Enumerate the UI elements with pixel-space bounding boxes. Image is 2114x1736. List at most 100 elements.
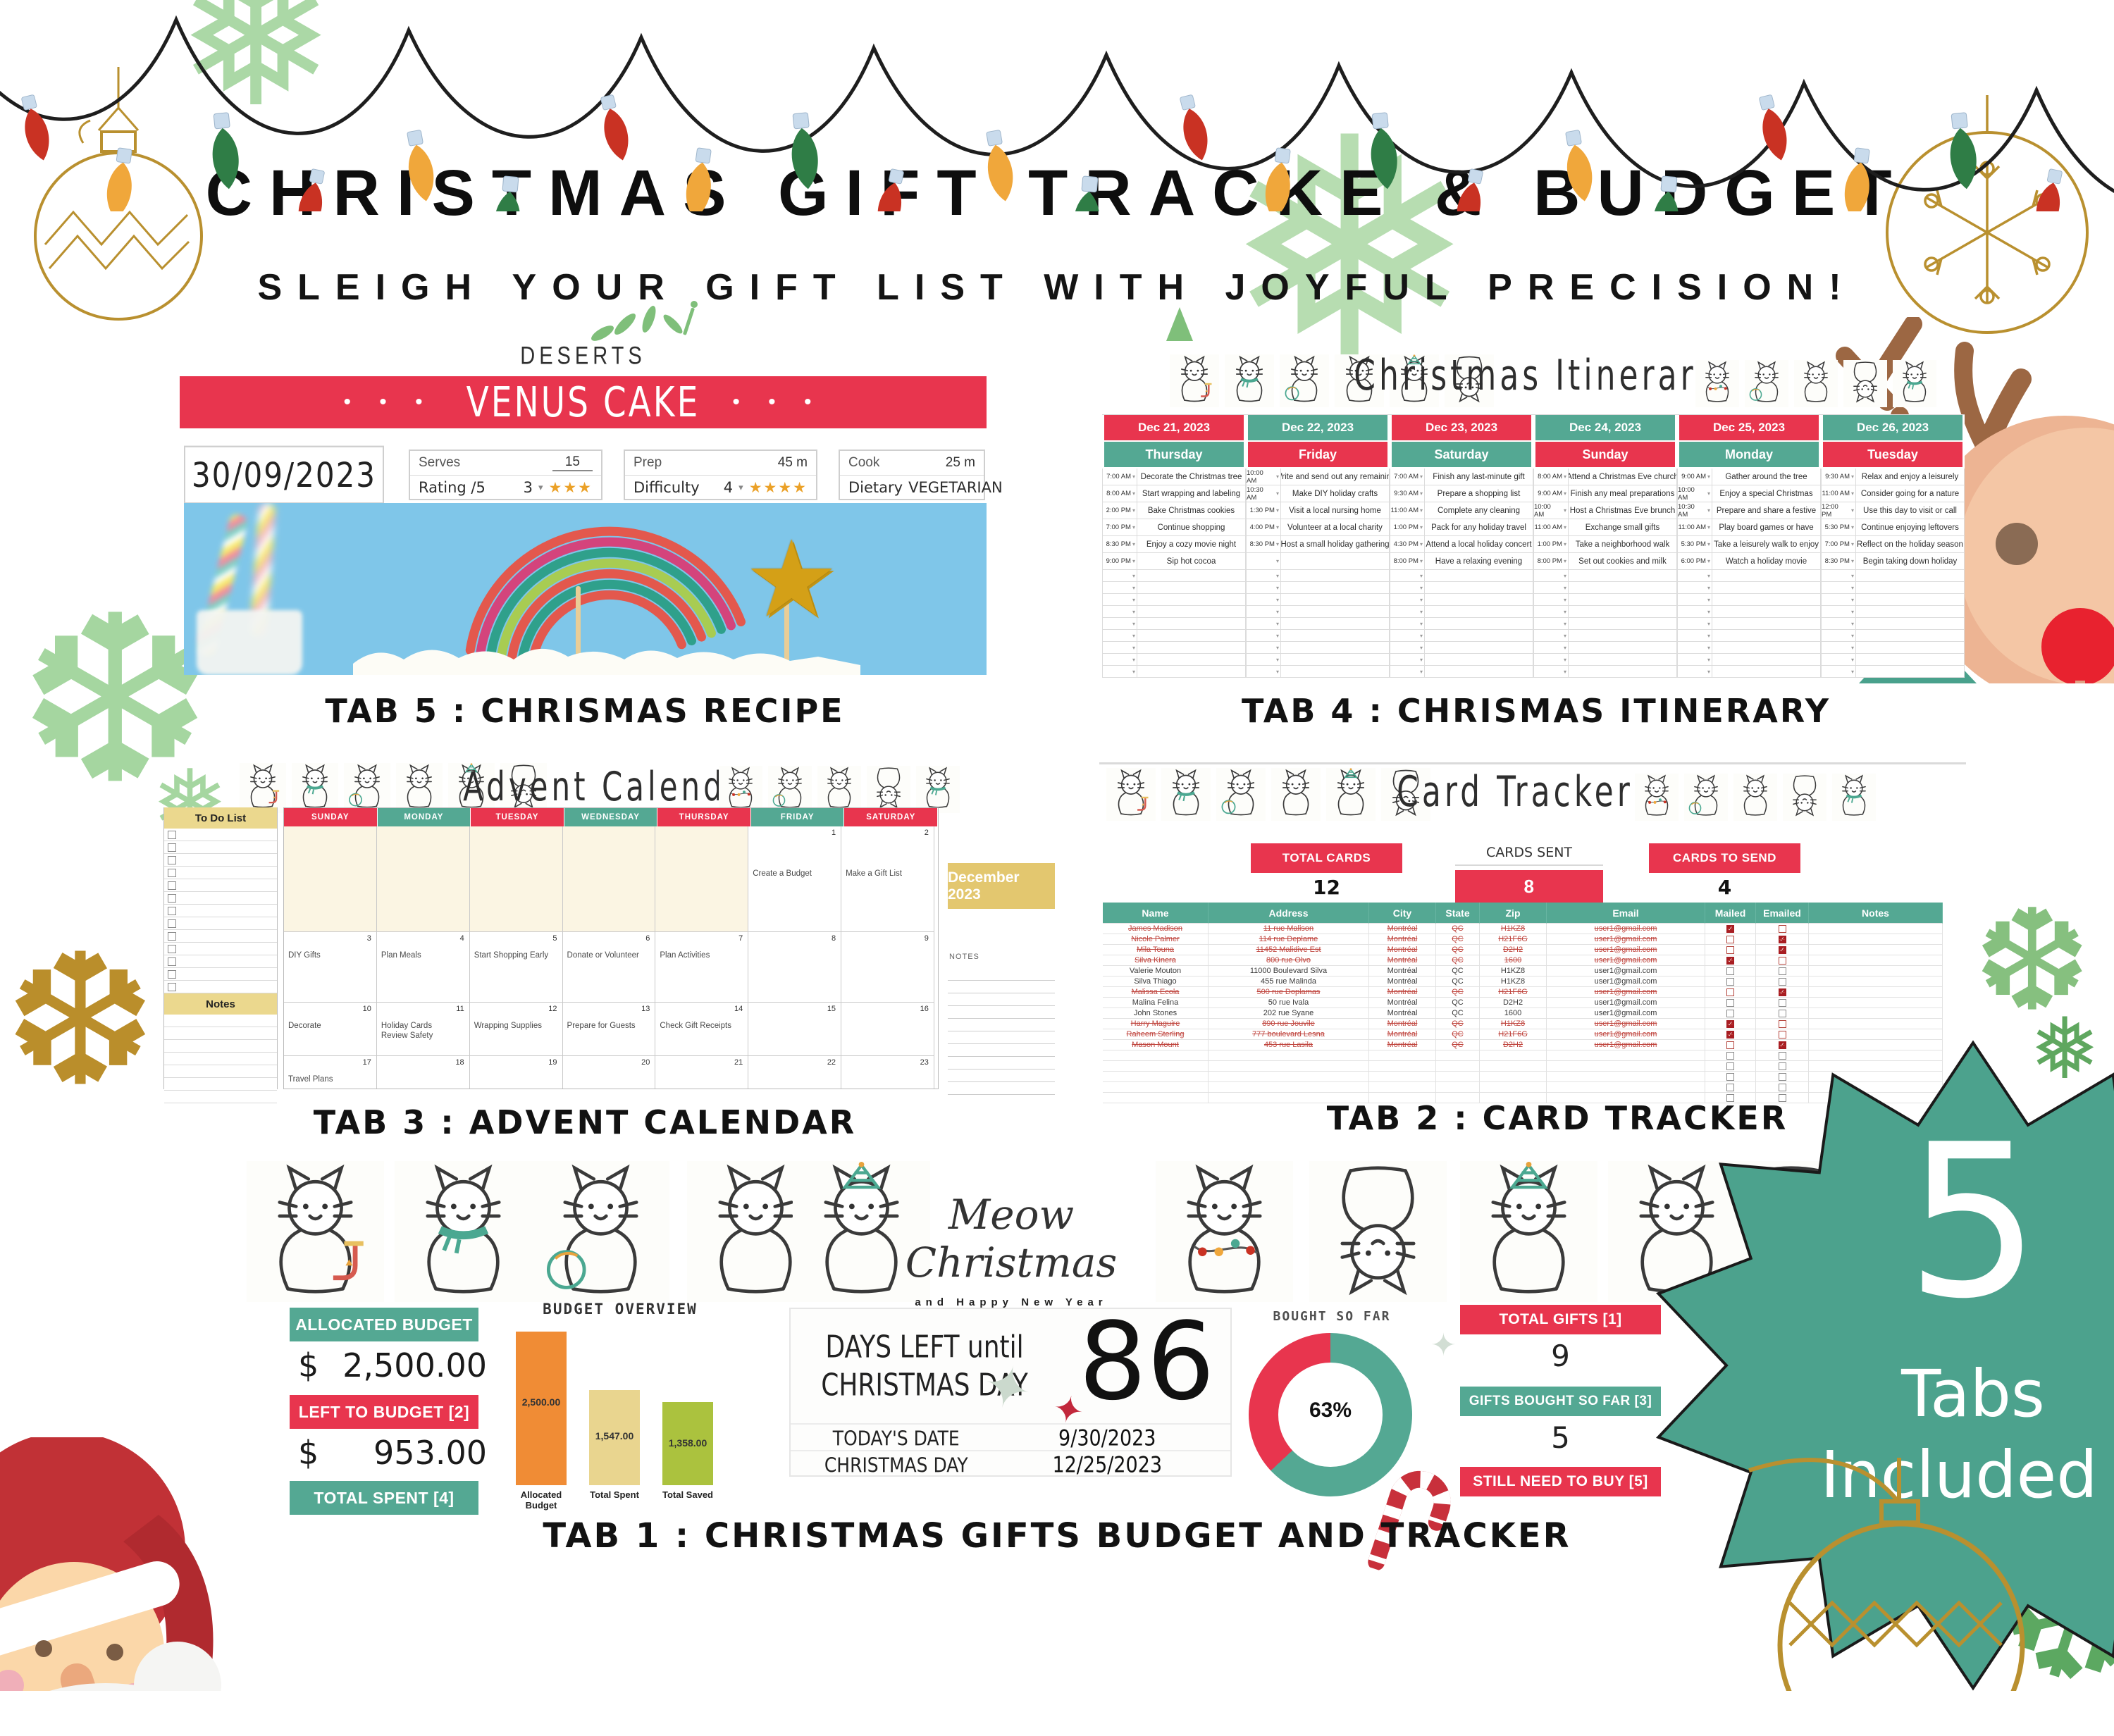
note-line[interactable] <box>948 1019 1055 1031</box>
itinerary-time-cell[interactable]: 11:00 AM▾ <box>1677 519 1712 535</box>
itinerary-activity-cell[interactable] <box>1856 582 1965 593</box>
itinerary-activity-cell[interactable] <box>1856 642 1965 653</box>
dropdown-caret-icon[interactable]: ▾ <box>1564 473 1566 480</box>
dropdown-caret-icon[interactable]: ▾ <box>538 482 543 493</box>
dropdown-caret-icon[interactable]: ▾ <box>1132 609 1135 615</box>
card-cell[interactable]: 453 rue Lasila <box>1209 1040 1369 1050</box>
itinerary-activity-cell[interactable]: Sip hot cocoa <box>1137 553 1246 569</box>
itinerary-time-cell[interactable]: 12:00 PM▾ <box>1821 502 1856 519</box>
dropdown-caret-icon[interactable]: ▾ <box>1564 585 1566 591</box>
itinerary-time-cell[interactable]: 1:30 PM▾ <box>1246 502 1281 519</box>
itinerary-time-cell[interactable]: 10:30 AM▾ <box>1246 485 1281 502</box>
emailed-checkbox[interactable] <box>1779 1010 1786 1017</box>
mailed-checkbox[interactable] <box>1726 1010 1734 1017</box>
card-cell[interactable]: H21F6G <box>1480 1029 1547 1040</box>
todo-checkbox[interactable] <box>168 932 176 941</box>
dropdown-caret-icon[interactable]: ▾ <box>1564 597 1566 603</box>
todo-checkbox[interactable] <box>168 843 176 852</box>
card-cell[interactable]: Montréal <box>1369 1019 1436 1029</box>
card-cell[interactable]: QC <box>1436 976 1480 987</box>
note-line[interactable] <box>164 1078 277 1091</box>
itinerary-activity-cell[interactable] <box>1712 642 1821 653</box>
dropdown-caret-icon[interactable]: ▾ <box>1420 507 1423 514</box>
card-cell[interactable] <box>1480 1082 1547 1093</box>
note-line[interactable] <box>164 1091 277 1103</box>
dropdown-caret-icon[interactable]: ▾ <box>1132 633 1135 639</box>
itinerary-activity-cell[interactable]: Play board games or have <box>1712 519 1821 535</box>
dropdown-caret-icon[interactable]: ▾ <box>1276 473 1279 480</box>
card-cell[interactable]: 11452 Malidive Est <box>1209 945 1369 955</box>
dropdown-caret-icon[interactable]: ▾ <box>1276 585 1279 591</box>
itinerary-time-cell[interactable]: ▾ <box>1102 630 1137 641</box>
itinerary-activity-cell[interactable] <box>1712 594 1821 605</box>
notes-cell[interactable] <box>1809 1019 1943 1029</box>
card-cell[interactable]: Harry Maguire <box>1103 1019 1209 1029</box>
card-cell[interactable] <box>1436 1072 1480 1082</box>
dropdown-caret-icon[interactable]: ▾ <box>1851 541 1854 547</box>
itinerary-time-cell[interactable]: 4:30 PM▾ <box>1390 536 1425 552</box>
itinerary-time-cell[interactable]: 5:30 PM▾ <box>1821 519 1856 535</box>
mailed-checkbox[interactable] <box>1726 936 1734 943</box>
note-line[interactable] <box>948 993 1055 1006</box>
card-cell[interactable]: Silva Kinera <box>1103 955 1209 966</box>
card-cell[interactable]: user1@gmail.com <box>1547 1019 1705 1029</box>
card-cell[interactable]: James Madison <box>1103 924 1209 934</box>
card-cell[interactable] <box>1480 1050 1547 1061</box>
note-line[interactable] <box>948 1044 1055 1057</box>
itinerary-time-cell[interactable]: 8:30 PM▾ <box>1246 536 1281 552</box>
itinerary-activity-cell[interactable]: Host a small holiday gathering <box>1281 536 1390 552</box>
itinerary-time-cell[interactable]: ▾ <box>1246 553 1281 569</box>
todo-checkbox[interactable] <box>168 831 176 839</box>
card-cell[interactable]: 202 rue Syane <box>1209 1008 1369 1019</box>
card-cell[interactable]: Raheem Sterling <box>1103 1029 1209 1040</box>
itinerary-time-cell[interactable]: ▾ <box>1102 618 1137 629</box>
itinerary-time-cell[interactable]: ▾ <box>1533 654 1569 665</box>
itinerary-time-cell[interactable]: ▾ <box>1821 582 1856 593</box>
card-cell[interactable]: 11000 Boulevard Silva <box>1209 966 1369 976</box>
dropdown-caret-icon[interactable]: ▾ <box>1420 657 1423 663</box>
itinerary-activity-cell[interactable] <box>1281 642 1390 653</box>
dropdown-caret-icon[interactable]: ▾ <box>1564 490 1566 497</box>
note-line[interactable] <box>948 981 1055 993</box>
itinerary-activity-cell[interactable]: Complete any cleaning <box>1425 502 1533 519</box>
card-cell[interactable]: H1KZ8 <box>1480 966 1547 976</box>
dropdown-caret-icon[interactable]: ▾ <box>1420 621 1423 627</box>
itinerary-activity-cell[interactable] <box>1281 570 1390 581</box>
notes-cell[interactable] <box>1809 976 1943 987</box>
dropdown-caret-icon[interactable]: ▾ <box>1707 633 1710 639</box>
card-cell[interactable] <box>1369 1082 1436 1093</box>
dropdown-caret-icon[interactable]: ▾ <box>1420 585 1423 591</box>
itinerary-time-cell[interactable]: ▾ <box>1677 606 1712 617</box>
itinerary-activity-cell[interactable]: Visit a local nursing home <box>1281 502 1390 519</box>
itinerary-time-cell[interactable]: ▾ <box>1390 606 1425 617</box>
notes-cell[interactable] <box>1809 955 1943 966</box>
serves-value[interactable]: 15 <box>552 454 593 471</box>
note-line[interactable] <box>948 1070 1055 1082</box>
card-cell[interactable] <box>1103 1082 1209 1093</box>
dropdown-caret-icon[interactable]: ▾ <box>1851 573 1854 579</box>
itinerary-time-cell[interactable]: ▾ <box>1533 606 1569 617</box>
dropdown-caret-icon[interactable]: ▾ <box>1851 473 1854 480</box>
itinerary-time-cell[interactable]: ▾ <box>1677 654 1712 665</box>
itinerary-time-cell[interactable]: ▾ <box>1102 654 1137 665</box>
card-cell[interactable]: Nicole Palmer <box>1103 934 1209 945</box>
itinerary-activity-cell[interactable] <box>1712 606 1821 617</box>
itinerary-activity-cell[interactable] <box>1137 618 1246 629</box>
itinerary-time-cell[interactable]: 8:00 PM▾ <box>1390 553 1425 569</box>
mailed-checkbox[interactable] <box>1726 978 1734 986</box>
dropdown-caret-icon[interactable]: ▾ <box>1707 621 1710 627</box>
itinerary-time-cell[interactable]: ▾ <box>1390 618 1425 629</box>
dropdown-caret-icon[interactable]: ▾ <box>1851 609 1854 615</box>
dropdown-caret-icon[interactable]: ▾ <box>1564 558 1566 564</box>
card-cell[interactable]: Silva Thiago <box>1103 976 1209 987</box>
card-cell[interactable] <box>1436 1050 1480 1061</box>
itinerary-time-cell[interactable]: 7:00 PM▾ <box>1821 536 1856 552</box>
note-line[interactable] <box>948 1006 1055 1019</box>
itinerary-activity-cell[interactable] <box>1281 654 1390 665</box>
dropdown-caret-icon[interactable]: ▾ <box>1132 621 1135 627</box>
itinerary-time-cell[interactable]: ▾ <box>1390 630 1425 641</box>
card-cell[interactable]: John Stones <box>1103 1008 1209 1019</box>
todo-checkbox[interactable] <box>168 894 176 903</box>
dropdown-caret-icon[interactable]: ▾ <box>1707 524 1710 531</box>
